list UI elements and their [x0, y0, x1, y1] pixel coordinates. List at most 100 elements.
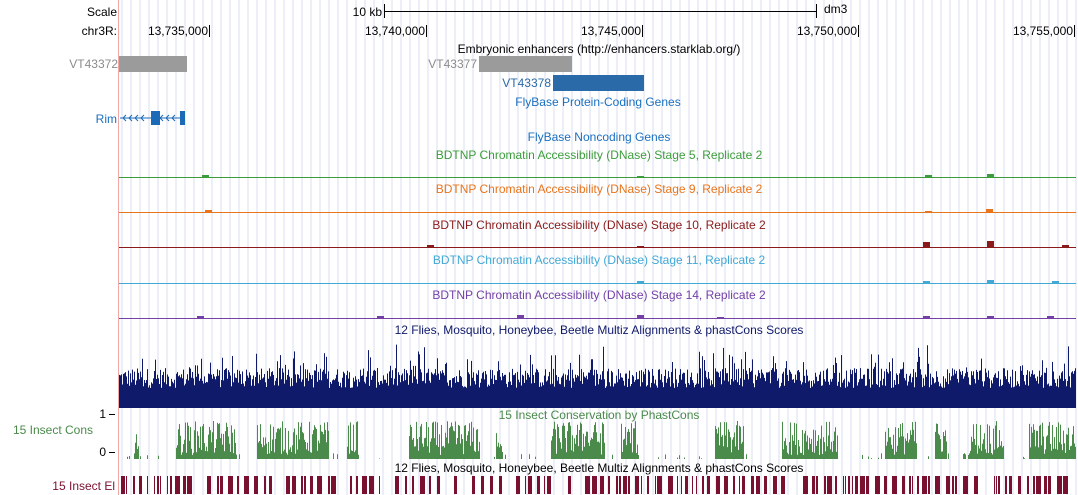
conserved-element [369, 476, 374, 494]
conserved-element [902, 476, 905, 494]
conserved-element [843, 476, 844, 494]
conserved-element [845, 476, 846, 494]
conserved-elements[interactable] [119, 476, 1076, 494]
conserved-element [685, 476, 688, 494]
dnase-signal-stage10[interactable] [119, 247, 1076, 248]
conserved-element [963, 476, 968, 494]
conserved-element [126, 476, 127, 494]
scale-bar-right-tick [816, 4, 817, 18]
conserved-element [1009, 476, 1012, 494]
conserved-element [437, 476, 440, 494]
conserved-element [928, 476, 930, 494]
dnase-peak [517, 315, 524, 318]
conserved-element [994, 476, 995, 494]
highlight-line [118, 0, 119, 495]
conserved-element [681, 476, 682, 494]
dnase-peak [1052, 281, 1059, 283]
conserved-element [133, 476, 135, 494]
dnase-peak [986, 209, 993, 212]
dnase-peak [377, 316, 384, 318]
conserved-element [707, 476, 710, 494]
conserved-element [264, 476, 266, 494]
enhancer-feature[interactable] [479, 56, 572, 72]
scale-label: Scale [86, 5, 117, 19]
track-title-flybase-noncoding[interactable]: FlyBase Noncoding Genes [527, 130, 671, 144]
dnase-peak [205, 210, 212, 212]
multiz-bars [119, 344, 1076, 408]
position-label: 13,755,000 [1012, 24, 1073, 38]
conserved-element [170, 476, 172, 494]
dnase-peak [987, 174, 994, 177]
conserved-element [537, 476, 540, 494]
position-tick [209, 25, 210, 37]
dnase-peak [637, 176, 644, 177]
enhancer-feature[interactable] [553, 75, 644, 91]
track-title-dnase-stage9[interactable]: BDTNP Chromatin Accessibility (DNase) St… [435, 182, 763, 196]
conserved-element [922, 476, 927, 494]
track-title-dnase-stage11[interactable]: BDTNP Chromatin Accessibility (DNase) St… [432, 253, 766, 267]
conserved-element [1018, 476, 1021, 494]
conserved-element [154, 476, 155, 494]
dnase-signal-stage11[interactable] [119, 283, 1076, 284]
conserved-element [852, 476, 853, 494]
conserved-element [641, 476, 642, 494]
track-title-phastcons[interactable]: 15 Insect Conservation by PhastCons [498, 408, 700, 422]
enhancer-label[interactable]: VT43372 [69, 57, 118, 71]
conserved-element [600, 476, 604, 494]
conserved-element [647, 476, 649, 494]
conserved-element [756, 476, 760, 494]
conserved-element [781, 476, 785, 494]
phastcons-y-min: 0 [99, 445, 106, 459]
conserved-element [1027, 476, 1029, 494]
enhancer-label[interactable]: VT43377 [428, 57, 477, 71]
scale-bar [384, 11, 816, 12]
track-title-enhancers[interactable]: Embryonic enhancers (http://enhancers.st… [457, 42, 741, 56]
dnase-peak [1062, 245, 1069, 247]
track-title-dnase-stage10[interactable]: BDTNP Chromatin Accessibility (DNase) St… [432, 218, 766, 232]
dnase-peak [637, 281, 644, 283]
chrom-label: chr3R: [81, 24, 117, 38]
conserved-element [827, 476, 832, 494]
conserved-element [207, 476, 211, 494]
conserved-element [628, 476, 630, 494]
track-title-dnase-stage5[interactable]: BDTNP Chromatin Accessibility (DNase) St… [435, 148, 763, 162]
track-title-elements[interactable]: 12 Flies, Mosquito, Honeybee, Beetle Mul… [394, 461, 804, 475]
conserved-element [696, 476, 697, 494]
dnase-signal-stage14[interactable] [119, 318, 1076, 319]
conserved-element [692, 476, 693, 494]
dnase-signal-stage9[interactable] [119, 212, 1076, 213]
scale-text: 10 kb [352, 5, 382, 19]
conserved-element [175, 476, 180, 494]
track-title-flybase-coding[interactable]: FlyBase Protein-Coding Genes [515, 95, 681, 109]
track-title-multiz[interactable]: 12 Flies, Mosquito, Honeybee, Beetle Mul… [394, 323, 804, 337]
enhancer-feature[interactable] [119, 56, 187, 72]
elements-side-label[interactable]: 15 Insect El [52, 479, 115, 493]
conserved-element [1048, 476, 1051, 494]
dnase-peak [637, 246, 644, 247]
conserved-element [616, 476, 618, 494]
conserved-element [702, 476, 704, 494]
conserved-element [677, 476, 678, 494]
conserved-element [237, 476, 239, 494]
position-label: 13,750,000 [796, 24, 857, 38]
y-axis-tick [109, 414, 115, 415]
scale-bar-left-tick [384, 4, 385, 18]
multiz-conservation-signal[interactable] [119, 340, 1076, 408]
conserved-element [816, 476, 818, 494]
track-title-dnase-stage14[interactable]: BDTNP Chromatin Accessibility (DNase) St… [432, 288, 766, 302]
conserved-element [499, 476, 502, 494]
dnase-peak [717, 317, 724, 318]
enhancer-label[interactable]: VT43378 [502, 76, 551, 90]
gene-label[interactable]: Rim [95, 112, 117, 126]
phastcons-side-label[interactable]: 15 Insect Cons [12, 423, 93, 437]
conserved-element [1044, 476, 1047, 494]
gene-model-rim[interactable] [118, 108, 188, 128]
conserved-element [1033, 476, 1035, 494]
conserved-element [892, 476, 897, 494]
conserved-element [619, 476, 621, 494]
dnase-signal-stage5[interactable] [119, 177, 1076, 178]
phastcons-signal[interactable] [119, 414, 1076, 459]
conserved-element [547, 476, 551, 494]
position-tick [426, 25, 427, 37]
